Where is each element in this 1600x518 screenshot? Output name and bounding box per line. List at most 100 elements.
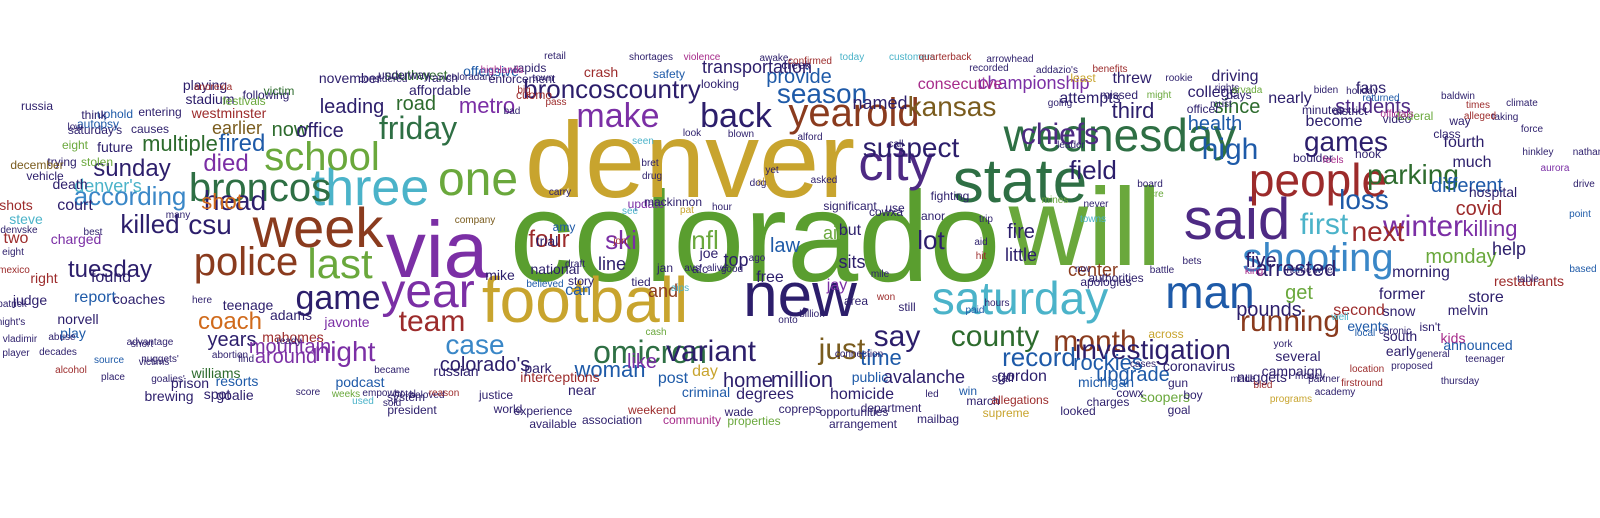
- word-149: november: [318, 70, 382, 86]
- word-81: avalanche: [882, 367, 966, 387]
- word-128: south: [1382, 328, 1418, 344]
- word-343: aid: [974, 237, 988, 248]
- word-396: find: [237, 354, 255, 365]
- word-198: wade: [724, 405, 754, 419]
- word-203: win: [958, 384, 978, 398]
- word-347: hours: [984, 298, 1010, 309]
- word-367: drug: [641, 171, 663, 182]
- word-304: aurora: [1540, 163, 1570, 174]
- word-273: anorexia: [193, 82, 233, 93]
- word-345: paid: [965, 305, 985, 316]
- word-348: won: [876, 292, 896, 303]
- word-48: parking: [1367, 159, 1459, 190]
- word-401: victims: [138, 357, 170, 368]
- word-2: will: [1008, 166, 1162, 289]
- word-139: driving: [1211, 68, 1259, 85]
- word-178: mike: [485, 267, 515, 283]
- word-31: friday: [378, 110, 458, 146]
- word-73: metro: [458, 93, 516, 118]
- word-59: colorado's: [439, 354, 531, 376]
- word-245: properties: [727, 414, 781, 428]
- word-315: location: [1349, 364, 1385, 375]
- word-33: broncoscountry: [523, 74, 701, 104]
- word-369: also: [756, 177, 776, 188]
- word-231: district: [1332, 104, 1368, 118]
- word-290: rights: [1214, 83, 1240, 94]
- word-346: mile: [870, 269, 890, 280]
- word-286: arrowhead: [986, 54, 1034, 65]
- word-77: arrested: [1255, 256, 1337, 281]
- word-3: new: [743, 261, 857, 330]
- word-39: just: [818, 333, 866, 366]
- word-7: saturday: [931, 272, 1109, 324]
- word-241: authorities: [1088, 271, 1144, 285]
- word-412: denvske: [0, 225, 38, 236]
- word-4: via: [385, 205, 489, 294]
- word-364: pat: [680, 205, 694, 216]
- word-147: offensive: [463, 63, 519, 79]
- word-319: local: [1354, 328, 1376, 339]
- word-12: week: [252, 196, 384, 259]
- word-182: shots: [0, 197, 33, 213]
- word-168: park: [524, 360, 552, 376]
- word-336: going: [1047, 98, 1073, 109]
- word-402: short: [130, 339, 154, 350]
- word-109: sits: [838, 252, 866, 272]
- word-75: health: [1187, 113, 1243, 135]
- word-142: threw: [1112, 70, 1152, 87]
- word-22: yearold: [788, 91, 920, 135]
- word-64: field: [1069, 155, 1117, 185]
- word-113: line: [597, 254, 627, 274]
- word-326: bled: [1253, 380, 1273, 391]
- word-243: available: [529, 417, 577, 431]
- word-122: nuggets: [1237, 369, 1287, 385]
- word-340: acre: [1144, 189, 1164, 200]
- word-261: use: [885, 201, 905, 215]
- word-114: and: [647, 281, 679, 301]
- word-404: source: [93, 355, 125, 366]
- word-293: holiday: [1346, 86, 1378, 97]
- word-93: around: [254, 346, 318, 368]
- word-317: programs: [1269, 394, 1313, 405]
- word-101: free: [756, 269, 784, 286]
- word-271: think: [81, 108, 107, 122]
- word-9: year: [381, 265, 475, 318]
- word-216: entering: [138, 105, 182, 119]
- word-140: nearly: [1268, 90, 1312, 107]
- word-392: reason: [428, 388, 460, 399]
- word-374: alford: [797, 132, 823, 143]
- word-27: month: [1053, 325, 1137, 358]
- word-376: seen: [632, 136, 654, 147]
- word-323: king: [1244, 266, 1264, 277]
- word-88: help: [1491, 239, 1527, 259]
- word-8: city: [858, 135, 934, 191]
- word-390: beloved: [409, 390, 445, 401]
- word-257: cowxa: [868, 205, 904, 219]
- word-187: brewing: [144, 388, 194, 404]
- word-311: teenager: [1465, 354, 1505, 365]
- word-55: sunday: [93, 155, 171, 182]
- word-63: rockies: [1073, 350, 1143, 375]
- word-363: jon: [613, 236, 627, 247]
- word-223: safety: [652, 67, 686, 81]
- word-360: believed: [526, 279, 564, 290]
- word-175: hospital: [1468, 184, 1518, 200]
- word-259: area: [843, 294, 869, 308]
- word-289: rookie: [1165, 73, 1193, 84]
- word-228: officer: [1186, 102, 1220, 116]
- word-199: copreps: [778, 402, 822, 416]
- word-413: low: [67, 122, 83, 133]
- word-192: system: [386, 390, 426, 404]
- word-370: dog: [749, 178, 767, 189]
- word-277: retail: [544, 51, 566, 62]
- word-51: head: [203, 185, 267, 216]
- word-118: homicide: [829, 386, 895, 403]
- word-301: force: [1520, 124, 1544, 135]
- word-172: soopers: [1140, 389, 1190, 405]
- word-274: considered: [358, 74, 408, 85]
- word-278: shortages: [629, 52, 673, 63]
- word-164: teenage: [222, 297, 274, 313]
- word-379: big: [517, 85, 531, 96]
- word-405: abuse: [48, 332, 76, 343]
- word-195: justice: [478, 388, 514, 402]
